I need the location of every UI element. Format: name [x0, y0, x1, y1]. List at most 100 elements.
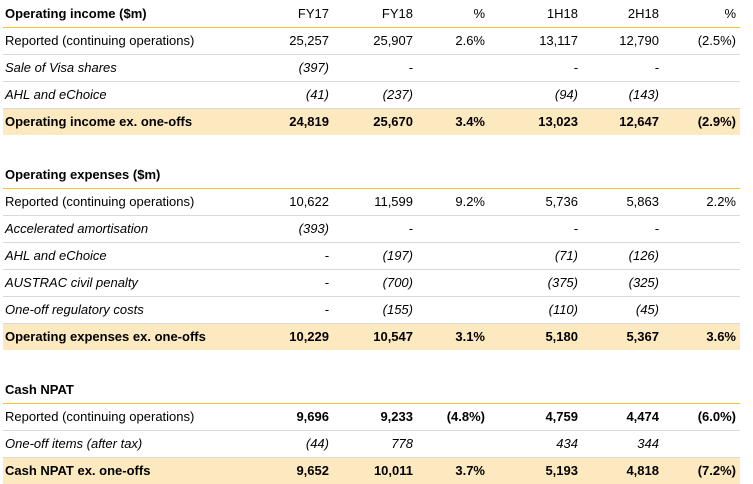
cell: 3.1%	[415, 323, 487, 350]
cell: 4,474	[580, 403, 661, 431]
section-header-cash-npat: Cash NPAT	[3, 376, 740, 404]
cell: -	[487, 215, 580, 243]
cell: 434	[487, 430, 580, 458]
total-row: Cash NPAT ex. one-offs 9,652 10,011 3.7%…	[3, 457, 740, 484]
cell: (41)	[249, 81, 331, 109]
cell: 12,790	[580, 27, 661, 55]
total-row: Operating expenses ex. one-offs 10,229 1…	[3, 323, 740, 350]
cell: (2.5%)	[661, 27, 740, 55]
cell: 11,599	[331, 188, 415, 216]
cell: 13,023	[487, 108, 580, 135]
cell: -	[249, 296, 331, 324]
cell	[661, 296, 740, 324]
cell: -	[249, 269, 331, 297]
row-label: Reported (continuing operations)	[3, 188, 249, 216]
cell: -	[580, 54, 661, 82]
cell: (4.8%)	[415, 403, 487, 431]
cell: -	[249, 242, 331, 270]
table-row: Reported (continuing operations) 25,257 …	[3, 27, 740, 55]
cell: (237)	[331, 81, 415, 109]
cell: 10,011	[331, 457, 415, 484]
cell: 2.2%	[661, 188, 740, 216]
cell: -	[580, 215, 661, 243]
cell: -	[331, 54, 415, 82]
cell: 25,670	[331, 108, 415, 135]
table-row: Accelerated amortisation (393) - - -	[3, 215, 740, 243]
cell: 5,863	[580, 188, 661, 216]
table-row: AHL and eChoice (41) (237) (94) (143)	[3, 81, 740, 109]
cell: 5,736	[487, 188, 580, 216]
cell: 5,193	[487, 457, 580, 484]
cell: 9,652	[249, 457, 331, 484]
cell: -	[331, 215, 415, 243]
cell: 25,257	[249, 27, 331, 55]
cell: 5,180	[487, 323, 580, 350]
cell: 2.6%	[415, 27, 487, 55]
cell: 4,818	[580, 457, 661, 484]
cell: 3.4%	[415, 108, 487, 135]
cell	[415, 269, 487, 297]
cell	[415, 215, 487, 243]
table-row: AHL and eChoice - (197) (71) (126)	[3, 242, 740, 270]
column-header: 2H18	[580, 0, 661, 28]
section-title: Cash NPAT	[3, 376, 249, 404]
column-header: %	[661, 0, 740, 28]
table-row: Reported (continuing operations) 10,622 …	[3, 188, 740, 216]
cell: (197)	[331, 242, 415, 270]
cell: 9.2%	[415, 188, 487, 216]
cell: (155)	[331, 296, 415, 324]
cell: (2.9%)	[661, 108, 740, 135]
cell: (44)	[249, 430, 331, 458]
row-label: Sale of Visa shares	[3, 54, 249, 82]
cell: -	[487, 54, 580, 82]
cell: 5,367	[580, 323, 661, 350]
row-label: Reported (continuing operations)	[3, 403, 249, 431]
cell: (325)	[580, 269, 661, 297]
table-row: Sale of Visa shares (397) - - -	[3, 54, 740, 82]
cell: 4,759	[487, 403, 580, 431]
total-label: Operating expenses ex. one-offs	[3, 323, 249, 350]
section-header-operating-expenses: Operating expenses ($m)	[3, 161, 740, 189]
spacer-row	[3, 350, 740, 376]
total-label: Operating income ex. one-offs	[3, 108, 249, 135]
column-header: FY18	[331, 0, 415, 28]
row-label: Accelerated amortisation	[3, 215, 249, 243]
table-row: Reported (continuing operations) 9,696 9…	[3, 403, 740, 431]
table-row: One-off regulatory costs - (155) (110) (…	[3, 296, 740, 324]
cell	[661, 430, 740, 458]
column-header: FY17	[249, 0, 331, 28]
cell: 12,647	[580, 108, 661, 135]
cell	[661, 269, 740, 297]
cell: 3.7%	[415, 457, 487, 484]
column-header: %	[415, 0, 487, 28]
cell: (700)	[331, 269, 415, 297]
financial-table: Operating income ($m) FY17 FY18 % 1H18 2…	[3, 0, 740, 484]
cell: 10,229	[249, 323, 331, 350]
total-row: Operating income ex. one-offs 24,819 25,…	[3, 108, 740, 135]
cell: (397)	[249, 54, 331, 82]
table-row: AUSTRAC civil penalty - (700) (375) (325…	[3, 269, 740, 297]
section-title: Operating income ($m)	[3, 0, 249, 28]
row-label: One-off items (after tax)	[3, 430, 249, 458]
cell: 778	[331, 430, 415, 458]
cell	[415, 81, 487, 109]
cell	[415, 430, 487, 458]
table-row: One-off items (after tax) (44) 778 434 3…	[3, 430, 740, 458]
cell: (375)	[487, 269, 580, 297]
cell: (6.0%)	[661, 403, 740, 431]
cell	[415, 54, 487, 82]
cell	[661, 81, 740, 109]
row-label: AUSTRAC civil penalty	[3, 269, 249, 297]
cell: (71)	[487, 242, 580, 270]
spacer-row	[3, 135, 740, 161]
cell: 10,547	[331, 323, 415, 350]
cell: (45)	[580, 296, 661, 324]
cell: (110)	[487, 296, 580, 324]
row-label: AHL and eChoice	[3, 81, 249, 109]
total-label: Cash NPAT ex. one-offs	[3, 457, 249, 484]
section-header-operating-income: Operating income ($m) FY17 FY18 % 1H18 2…	[3, 0, 740, 28]
cell	[661, 242, 740, 270]
column-header: 1H18	[487, 0, 580, 28]
cell: 3.6%	[661, 323, 740, 350]
row-label: AHL and eChoice	[3, 242, 249, 270]
